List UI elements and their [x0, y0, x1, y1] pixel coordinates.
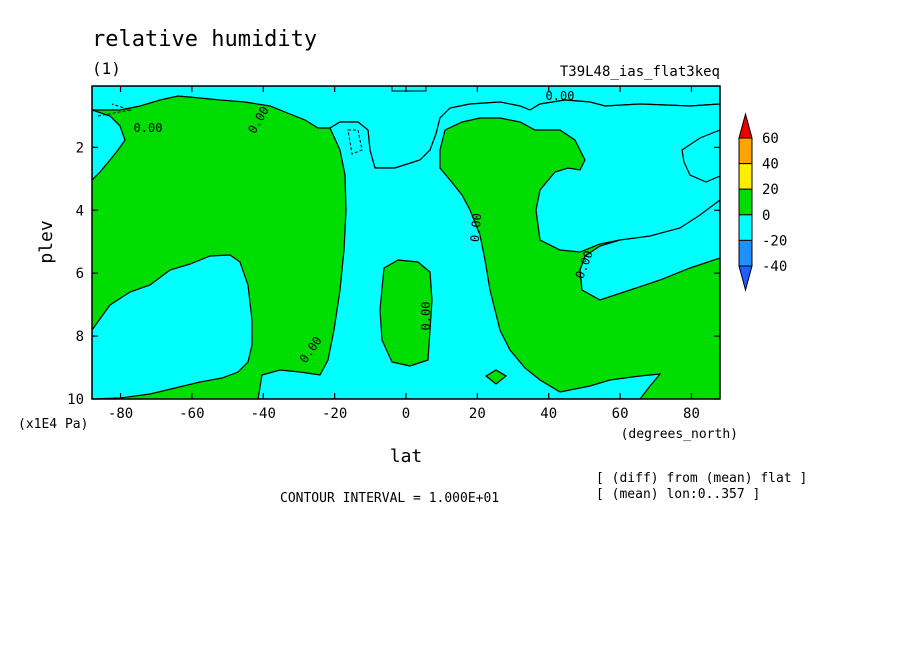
plot-area: 0.000.000.000.000.000.000.00 -80 -60 -40 -2…: [67, 85, 721, 422]
y-tick-label: 2: [76, 140, 84, 156]
chart-subtitle: (1): [92, 59, 121, 78]
y-tick-label: 4: [76, 203, 84, 219]
colorbar-swatch: [738, 188, 753, 216]
x-tick-label: 40: [540, 406, 557, 422]
y-tick-label: 8: [76, 329, 84, 345]
note-diff: [ (diff) from (mean) flat ]: [596, 471, 807, 486]
run-label: T39L48_ias_flat3keq: [560, 64, 720, 80]
y-tick-label: 10: [67, 392, 84, 408]
colorbar-swatch: [738, 214, 753, 241]
negative-region-right-upper-patch: [681, 129, 720, 183]
colorbar-label: -40: [762, 259, 787, 275]
x-tick-label: -60: [179, 406, 204, 422]
contour-label: 0.00: [468, 213, 484, 243]
colorbar-under-triangle: [738, 265, 753, 292]
y-axis-label: plev: [36, 220, 57, 263]
positive-island-central: [379, 259, 433, 367]
top-strip-mark: [391, 86, 427, 92]
x-tick-label: 60: [612, 406, 629, 422]
x-tick-label: -40: [251, 406, 276, 422]
colorbar-label: 40: [762, 157, 779, 173]
x-tick-label: -20: [322, 406, 347, 422]
x-tick-label: 20: [469, 406, 486, 422]
dashed-contour-upper-left: [97, 103, 132, 117]
contour-label: 0.00: [419, 302, 433, 331]
colorbar-over-triangle: [738, 112, 753, 139]
colorbar-label: 0: [762, 208, 770, 224]
x-tick-label: 0: [402, 406, 410, 422]
x-axis-label: lat: [390, 446, 423, 467]
x-tick-label: -80: [108, 406, 133, 422]
x-axis-units: (degrees_north): [621, 427, 738, 442]
colorbar-label: 20: [762, 182, 779, 198]
colorbar-label: 60: [762, 131, 779, 147]
dashed-contour-center: [347, 129, 363, 155]
colorbar-swatch: [738, 163, 753, 190]
y-tick-label: 6: [76, 266, 84, 282]
colorbar-swatch: [738, 137, 753, 165]
colorbar-label: -20: [762, 233, 787, 249]
negative-region-left-upper: [92, 109, 126, 181]
negative-region-left-lower: [92, 254, 253, 399]
x-tick-label: 80: [683, 406, 700, 422]
colorbar: 60 40 20 0 -20 -40: [738, 112, 787, 292]
positive-island-small: [484, 369, 508, 385]
contour-label: 0.00: [134, 121, 163, 135]
note-mean: [ (mean) lon:0..357 ]: [596, 487, 760, 502]
chart-title: relative humidity: [92, 27, 317, 52]
contour-label: 0.00: [546, 89, 575, 103]
contour-interval: CONTOUR INTERVAL = 1.000E+01: [280, 491, 499, 506]
negative-region-central-column: [257, 86, 720, 399]
y-axis-units: (x1E4 Pa): [18, 417, 88, 432]
negative-region-right-lower: [579, 199, 720, 301]
colorbar-swatch: [738, 239, 753, 267]
